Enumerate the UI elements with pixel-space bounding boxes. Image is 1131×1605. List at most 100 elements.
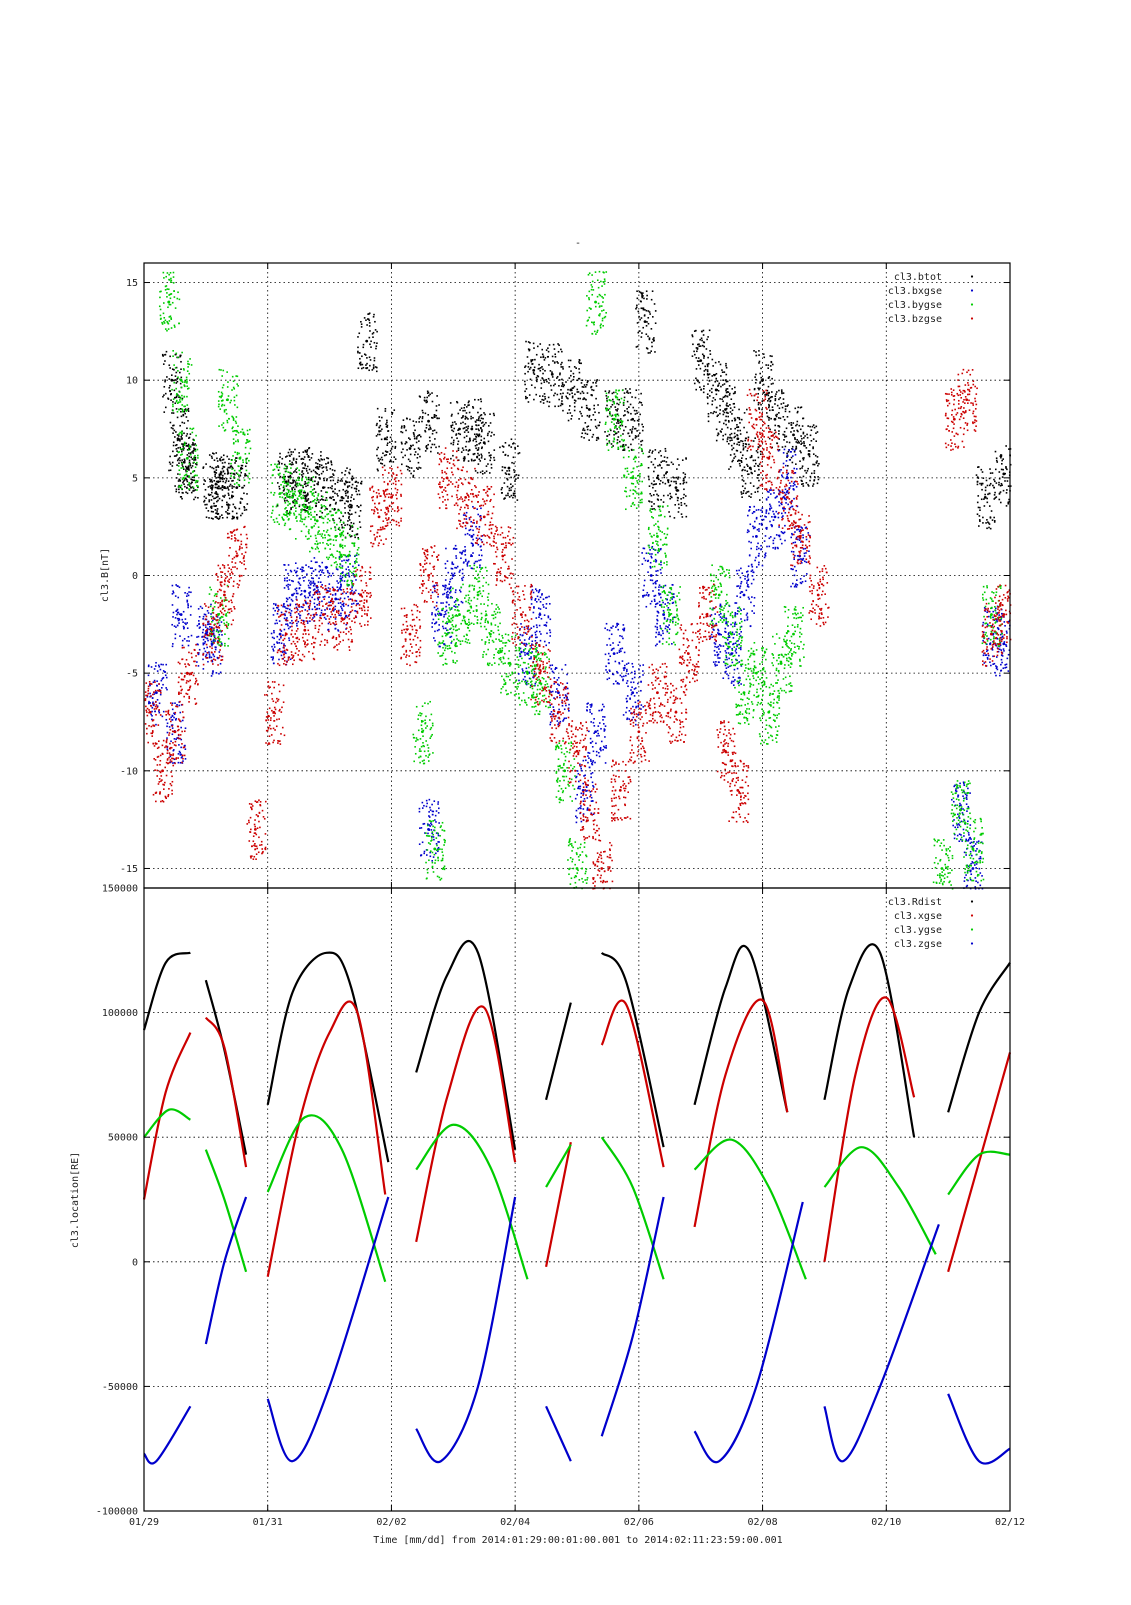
data-point — [489, 413, 491, 415]
data-point — [591, 705, 593, 707]
data-point — [545, 645, 547, 647]
data-point — [195, 497, 197, 499]
data-point — [287, 584, 289, 586]
data-point — [660, 564, 662, 566]
data-point — [311, 457, 313, 459]
data-point — [586, 407, 588, 409]
data-point — [513, 494, 515, 496]
data-point — [624, 392, 626, 394]
data-point — [381, 457, 383, 459]
data-point — [480, 428, 482, 430]
data-point — [558, 351, 560, 353]
data-point — [587, 429, 589, 431]
data-point — [324, 596, 326, 598]
data-point — [644, 309, 646, 311]
data-point — [427, 414, 429, 416]
data-point — [317, 466, 319, 468]
data-point — [290, 613, 292, 615]
data-point — [220, 672, 222, 674]
data-point — [759, 499, 761, 501]
data-point — [755, 535, 758, 538]
data-point — [172, 643, 174, 645]
data-point — [382, 459, 384, 461]
data-point — [562, 403, 564, 405]
data-point — [581, 770, 583, 772]
data-point — [413, 470, 415, 472]
data-point — [294, 489, 296, 491]
data-point — [999, 478, 1001, 480]
data-point — [554, 406, 556, 408]
data-point — [530, 379, 532, 381]
data-point — [312, 453, 314, 455]
data-point — [330, 480, 332, 482]
data-point — [169, 456, 171, 458]
data-point — [555, 667, 557, 669]
data-point — [186, 601, 188, 603]
data-point — [301, 590, 303, 592]
data-point — [629, 388, 631, 390]
data-point — [597, 733, 599, 735]
data-point — [990, 516, 992, 518]
data-point — [188, 591, 190, 593]
data-point — [758, 350, 760, 352]
data-point — [655, 561, 657, 563]
data-point — [637, 683, 639, 685]
data-point — [568, 409, 570, 411]
data-point — [734, 418, 736, 420]
data-point — [199, 627, 201, 629]
data-point — [314, 603, 316, 605]
data-point — [536, 601, 538, 603]
data-point — [610, 644, 612, 646]
data-point — [510, 489, 512, 491]
data-point — [803, 485, 805, 487]
data-point — [436, 843, 438, 845]
data-point — [172, 593, 174, 595]
data-point — [173, 412, 175, 414]
data-point — [480, 507, 482, 509]
data-point — [605, 665, 607, 667]
data-point — [172, 762, 174, 764]
data-point — [703, 388, 705, 390]
data-point — [991, 510, 993, 512]
data-point — [657, 465, 659, 467]
data-point — [731, 682, 733, 684]
data-point — [571, 415, 573, 417]
data-point — [438, 629, 440, 631]
data-point — [206, 507, 208, 509]
data-point — [284, 500, 286, 502]
data-point — [594, 725, 596, 727]
data-point — [656, 627, 658, 629]
data-point — [611, 649, 613, 651]
data-point — [293, 502, 295, 504]
data-point — [758, 528, 760, 530]
data-point — [517, 499, 519, 501]
data-point — [595, 398, 597, 400]
data-point — [734, 679, 736, 681]
data-point — [706, 339, 708, 341]
data-point — [538, 613, 541, 616]
data-point — [208, 501, 210, 503]
data-point — [379, 434, 381, 436]
data-point — [203, 501, 205, 503]
data-point — [742, 445, 744, 447]
data-point — [604, 716, 606, 718]
data-point — [518, 680, 520, 682]
data-point — [224, 495, 226, 497]
data-point — [569, 366, 571, 368]
data-point — [290, 658, 292, 660]
data-point — [526, 397, 528, 399]
data-point — [686, 516, 688, 518]
data-point — [634, 410, 636, 412]
data-point — [740, 609, 742, 611]
data-point — [722, 410, 724, 412]
data-point — [802, 418, 804, 420]
data-point — [329, 468, 331, 470]
data-point — [731, 388, 733, 390]
data-point — [995, 496, 997, 498]
data-point — [164, 671, 166, 673]
data-point — [171, 465, 173, 467]
data-point — [651, 461, 653, 463]
data-point — [455, 600, 457, 602]
data-point — [578, 773, 580, 775]
data-point — [475, 438, 477, 440]
